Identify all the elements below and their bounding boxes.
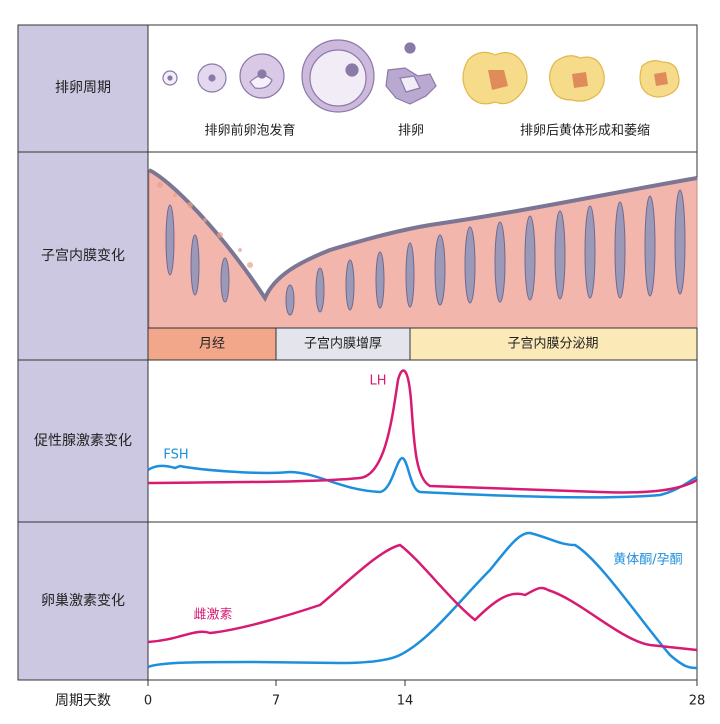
fsh-curve [147,456,698,499]
lh-label: LH [369,374,386,389]
fsh-label: FSH [163,448,188,463]
row-label: 卵巢激素变化 [41,592,125,609]
ovulation-label: 排卵前卵泡发育 [204,123,295,139]
phase-bar [409,327,698,361]
estrogen-label: 雌激素 [193,607,232,623]
phase-label: 子宫内膜分泌期 [507,336,598,352]
ovulation-label: 排卵 [398,124,424,139]
row-label: 排卵周期 [55,80,111,96]
estrogen-curve [147,543,698,652]
phase-bar [275,327,411,361]
follicles [162,39,680,113]
endometrium-surface [148,168,698,303]
axis-label: 周期天数 [55,693,111,709]
tick-label: 7 [272,694,280,709]
row-label: 促性腺激素变化 [34,432,132,449]
glands [165,189,686,316]
row-label: 子宫内膜变化 [41,248,125,264]
phase-label: 子宫内膜增厚 [304,336,382,352]
label-column [18,25,148,680]
ovulation-label: 排卵后黄体形成和萎缩 [520,123,650,139]
progesterone-curve [147,531,698,670]
lh-curve [147,369,698,494]
tick-label: 0 [144,694,152,709]
tick-label: 28 [689,694,706,709]
progesterone-label: 黄体酮/孕酮 [613,553,682,568]
shedding [157,182,253,268]
tick-label: 14 [397,694,414,709]
phase-label: 月经 [199,337,225,352]
